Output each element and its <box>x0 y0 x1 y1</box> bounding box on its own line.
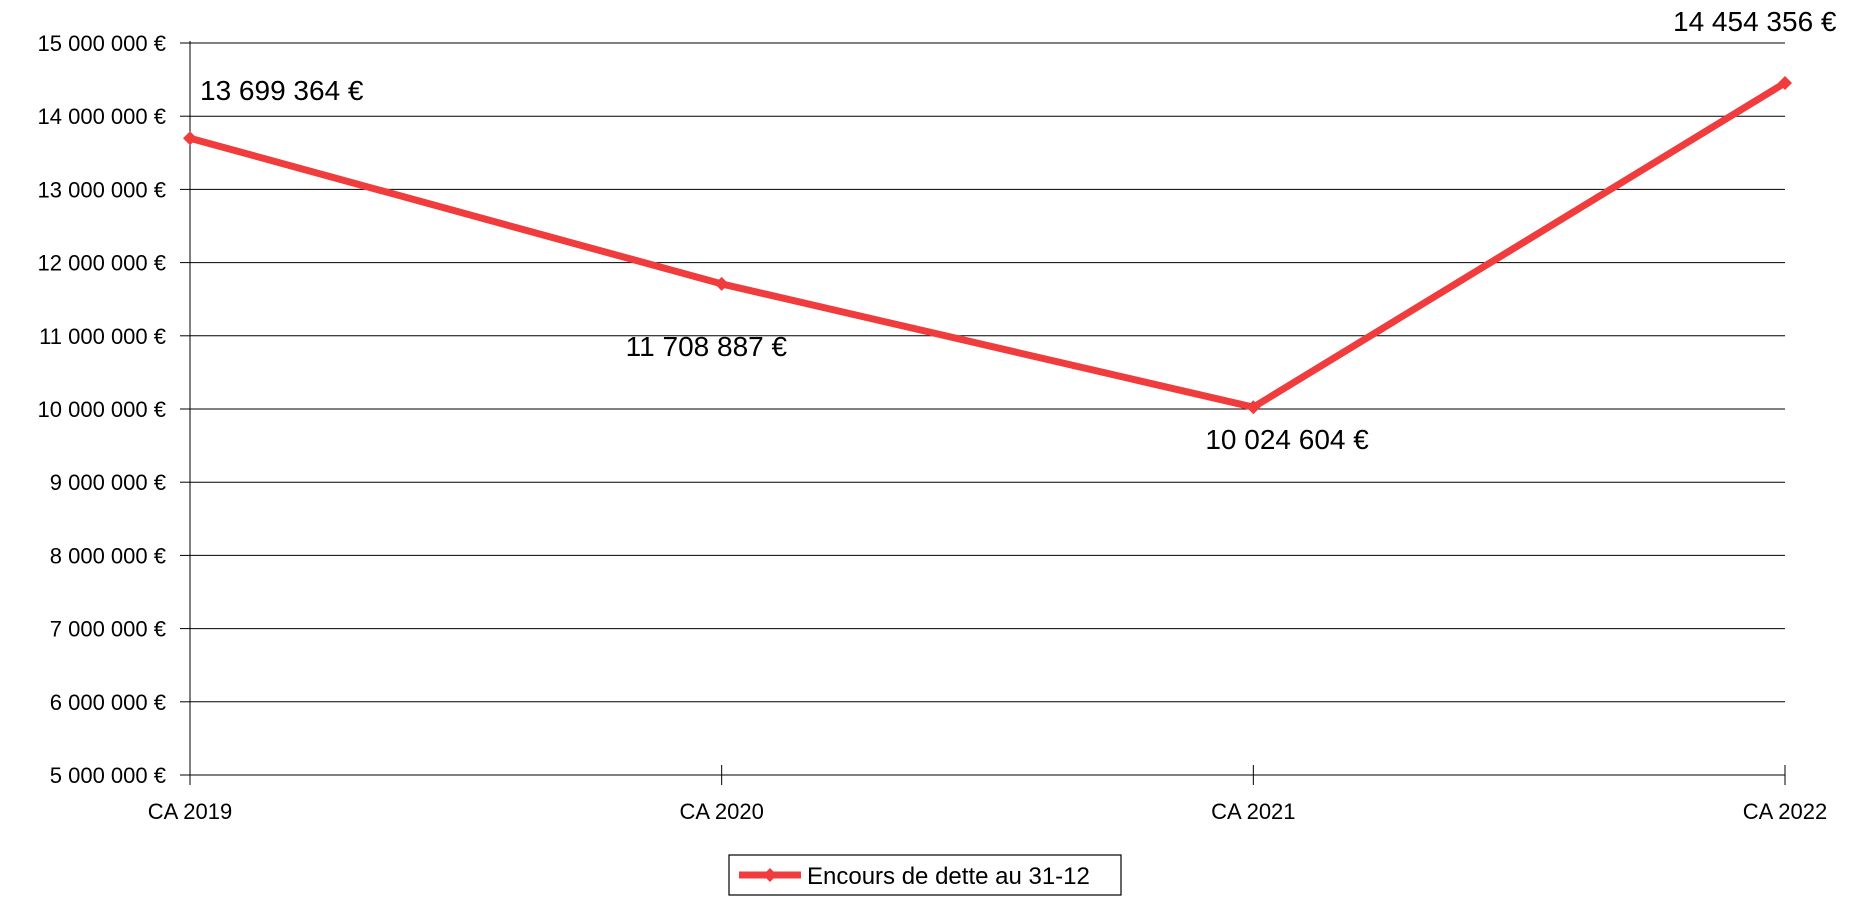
gridlines <box>190 42 1785 776</box>
data-label: 14 454 356 € <box>1673 6 1837 37</box>
x-tick-label: CA 2020 <box>679 799 763 824</box>
legend-label: Encours de dette au 31-12 <box>807 863 1090 890</box>
legend-box <box>728 854 1122 896</box>
y-tick-label: 15 000 000 € <box>38 31 166 56</box>
y-tick-label: 14 000 000 € <box>38 104 166 129</box>
y-tick-label: 8 000 000 € <box>50 543 166 568</box>
data-point-marker <box>183 131 197 146</box>
data-point-marker <box>1778 75 1792 90</box>
x-tick-label: CA 2019 <box>148 799 232 824</box>
x-tick-label: CA 2021 <box>1211 799 1295 824</box>
series-lines <box>189 79 1787 411</box>
legend-marker <box>763 868 777 882</box>
y-tick-label: 6 000 000 € <box>50 690 166 715</box>
x-tick-label: CA 2022 <box>1743 799 1827 824</box>
data-label: 13 699 364 € <box>200 75 364 106</box>
data-point-marker <box>1246 400 1261 415</box>
data-label: 11 708 887 € <box>626 331 788 362</box>
y-tick-label: 11 000 000 € <box>39 324 166 349</box>
data-label: 10 024 604 € <box>1205 424 1369 455</box>
y-tick-label: 7 000 000 € <box>50 617 166 642</box>
legend: Encours de dette au 31-12 <box>728 854 1122 896</box>
series-line <box>189 79 1787 411</box>
y-tick-label: 12 000 000 € <box>38 251 166 276</box>
y-tick-label: 9 000 000 € <box>50 470 166 495</box>
data-labels: 13 699 364 € 11 708 887 € 10 024 604 € 14 4… <box>200 6 1837 455</box>
data-point-marker <box>714 276 729 291</box>
y-tick-label: 13 000 000 € <box>38 177 166 202</box>
axes <box>180 41 1786 785</box>
x-axis-tick-labels: CA 2019 CA 2020 CA 2021 CA 2022 <box>148 799 1827 824</box>
y-axis-tick-labels: 5 000 000 € 6 000 000 € 7 000 000 € 8 000 0… <box>38 31 166 788</box>
y-tick-label: 10 000 000 € <box>38 397 166 422</box>
y-tick-label: 5 000 000 € <box>50 763 166 788</box>
series-markers <box>183 75 1792 415</box>
